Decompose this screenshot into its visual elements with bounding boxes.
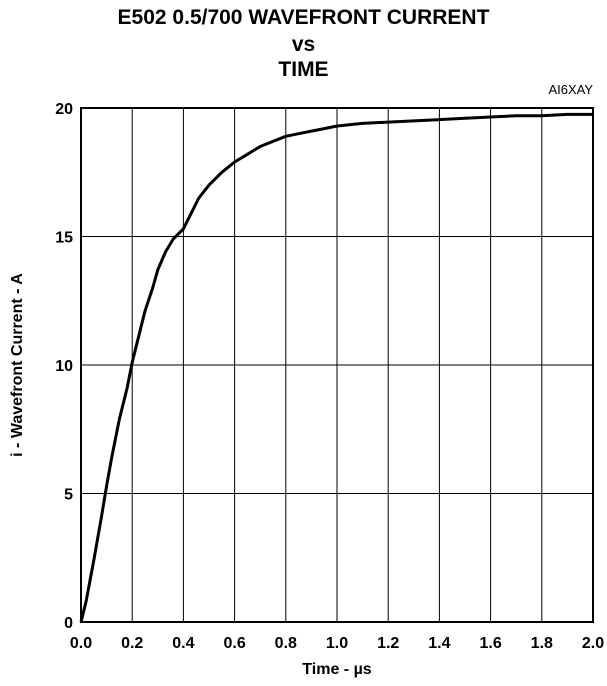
x-tick-label: 0.2 [121,635,143,652]
x-tick-label: 0.8 [275,635,297,652]
chart-title-line-2: vs [291,33,316,56]
y-tick-label: 5 [64,487,73,504]
x-tick-label: 1.8 [531,635,553,652]
y-tick-label: 20 [55,101,73,118]
x-axis-label: Time - µs [302,661,371,678]
x-tick-label: 1.2 [377,635,399,652]
figure-code: AI6XAY [548,82,593,97]
x-tick-label: 1.6 [479,635,501,652]
x-tick-label: 1.4 [428,635,450,652]
grid [80,107,594,623]
x-tick-label: 1.0 [326,635,348,652]
y-tick-label: 10 [55,358,73,375]
y-tick-labels: 0 5 10 15 20 [55,101,73,632]
plot-frame [80,107,594,623]
x-tick-label: 0.6 [223,635,245,652]
y-tick-label: 0 [64,615,73,632]
x-tick-label: 2.0 [582,635,604,652]
series-line [79,112,593,623]
y-tick-label: 15 [55,230,73,247]
x-tick-label: 0.4 [172,635,194,652]
chart-title-line-1: E502 0.5/700 WAVEFRONT CURRENT [117,6,490,29]
x-tick-label: 0.0 [70,635,92,652]
chart-title-line-3: TIME [278,58,329,81]
x-tick-labels: 0.0 0.2 0.4 0.6 0.8 1.0 1.2 1.4 1.6 1.8 2.0 [70,635,604,652]
y-axis-label: i - Wavefront Current - A [9,273,26,457]
